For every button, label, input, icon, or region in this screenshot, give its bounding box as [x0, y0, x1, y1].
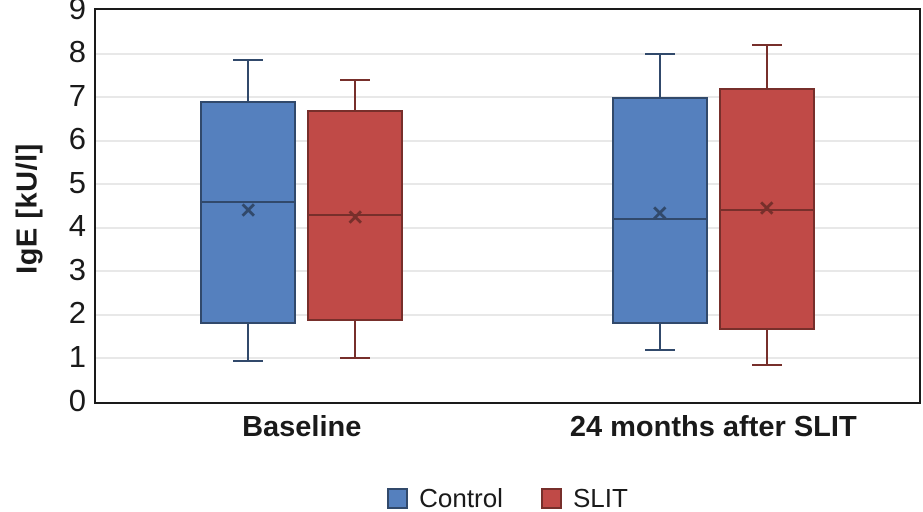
- box-slit-2-whisker-cap-lower: [751, 363, 782, 366]
- y-tick-label-5: 5: [68, 164, 86, 200]
- legend-swatch-slit: [540, 488, 562, 509]
- gridline-2: [96, 313, 919, 316]
- gridline-4: [96, 226, 919, 229]
- box-slit-2-whisker-cap-upper: [751, 43, 782, 46]
- box-control-2-whisker-cap-upper: [644, 52, 675, 55]
- box-control-2-iqr-box: [611, 97, 708, 324]
- box-slit-2-iqr-box: [718, 88, 815, 331]
- box-control-1-median-line: [200, 200, 297, 203]
- y-tick-label-3: 3: [68, 251, 86, 287]
- legend-entry-control: Control: [387, 483, 503, 512]
- box-control-2-mean-marker: ×: [651, 197, 668, 228]
- legend-label-control: Control: [419, 483, 503, 512]
- box-control-2-median-line: [611, 218, 708, 221]
- box-slit-1-iqr-box: [307, 110, 404, 322]
- box-control-1-whisker-cap-upper: [233, 59, 264, 62]
- y-tick-label-0: 0: [68, 382, 86, 418]
- x-category-label-2: 24 months after SLIT: [569, 411, 857, 443]
- legend-label-slit: SLIT: [572, 483, 628, 512]
- gridline-8: [96, 52, 919, 55]
- box-control-1-whisker-cap-lower: [233, 359, 264, 362]
- y-tick-label-6: 6: [68, 121, 86, 157]
- box-slit-1-whisker-upper: [354, 79, 357, 111]
- gridline-7: [96, 96, 919, 99]
- x-category-label-1: Baseline: [242, 411, 362, 443]
- box-slit-2-whisker-upper: [765, 44, 768, 89]
- gridline-6: [96, 139, 919, 142]
- plot-area: × × × ×: [94, 8, 921, 404]
- legend-entry-slit: SLIT: [540, 483, 628, 512]
- box-slit-2-median-line: [718, 209, 815, 212]
- y-tick-label-4: 4: [68, 208, 86, 244]
- box-control-1-mean-marker: ×: [240, 195, 257, 226]
- y-tick-label-1: 1: [68, 338, 86, 374]
- box-slit-1-whisker-cap-lower: [340, 357, 371, 360]
- box-control-1-whisker-lower: [247, 323, 250, 361]
- x-axis-category-labels: Baseline 24 months after SLIT: [94, 411, 921, 453]
- gridline-3: [96, 270, 919, 273]
- box-control-2-whisker-cap-lower: [644, 348, 675, 351]
- box-control-2-whisker-lower: [658, 323, 661, 350]
- box-slit-1-mean-marker: ×: [347, 201, 364, 232]
- box-control-2-whisker-upper: [658, 53, 661, 98]
- y-axis-tick-labels: 0 1 2 3 4 5 6 7 8 9: [0, 0, 86, 512]
- y-tick-label-8: 8: [68, 34, 86, 70]
- box-control-1-whisker-upper: [247, 60, 250, 102]
- box-slit-1-median-line: [307, 213, 404, 216]
- box-slit-1-whisker-lower: [354, 321, 357, 359]
- y-tick-label-7: 7: [68, 77, 86, 113]
- legend-swatch-control: [387, 488, 409, 509]
- y-tick-label-9: 9: [68, 0, 86, 26]
- box-slit-2-whisker-lower: [765, 330, 768, 365]
- gridline-5: [96, 183, 919, 186]
- box-slit-2-mean-marker: ×: [758, 193, 775, 224]
- box-slit-1-whisker-cap-upper: [340, 78, 371, 81]
- y-tick-label-2: 2: [68, 295, 86, 331]
- box-control-1-iqr-box: [200, 101, 297, 324]
- legend: Control SLIT: [94, 483, 921, 512]
- gridline-1: [96, 357, 919, 360]
